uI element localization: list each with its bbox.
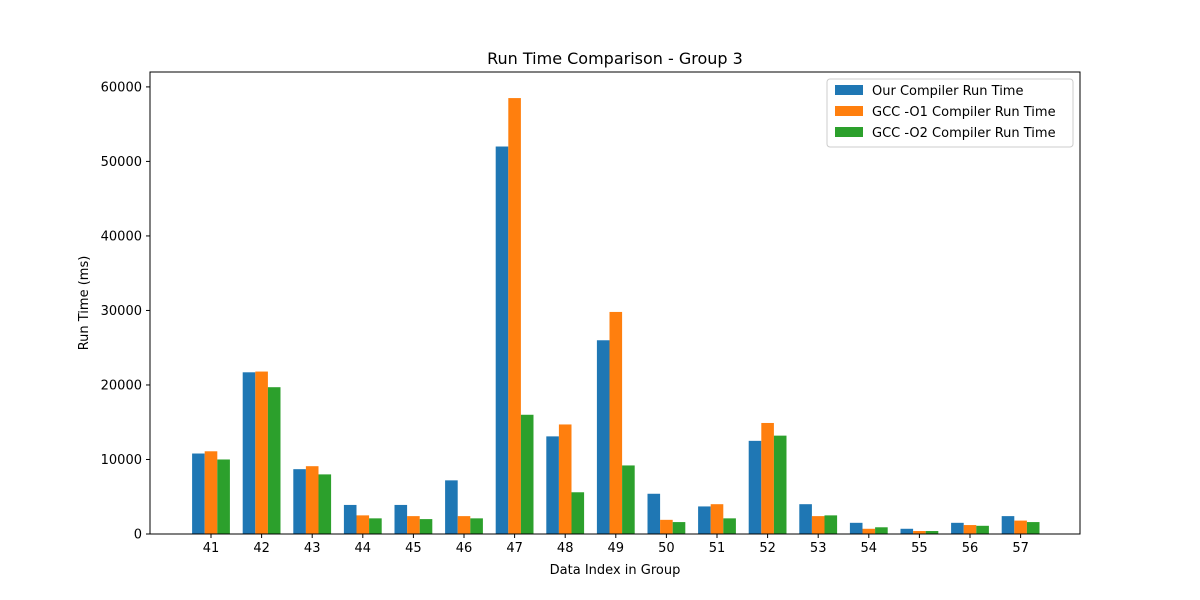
x-tick-label: 41: [203, 541, 220, 556]
bar: [951, 522, 964, 534]
bar: [925, 531, 939, 534]
bar: [407, 516, 420, 534]
bar: [242, 372, 256, 534]
y-tick-label: 50000: [101, 155, 142, 170]
y-tick-label: 40000: [101, 229, 142, 244]
bar: [369, 518, 382, 534]
bar: [913, 531, 926, 534]
ticks-layer: 41 42 43 44 45 46 47 48 49 50 51 52 53 54 55 56 57 0 10000…: [101, 80, 1029, 556]
bar: [508, 98, 521, 534]
legend-label: Our Compiler Run Time: [872, 84, 1023, 99]
bar: [824, 515, 838, 534]
bar: [799, 504, 812, 534]
bar: [761, 422, 774, 534]
bar: [546, 436, 559, 534]
bar: [622, 465, 635, 534]
x-tick-label: 54: [861, 541, 878, 556]
x-tick-label: 45: [405, 541, 422, 556]
x-tick-label: 56: [962, 541, 979, 556]
bar: [596, 340, 610, 534]
bar: [192, 453, 205, 534]
bar: [457, 516, 471, 534]
legend-swatch: [835, 127, 863, 137]
bar: [356, 515, 370, 534]
bar: [558, 424, 572, 534]
bar: [660, 519, 673, 534]
bar: [647, 493, 661, 534]
bar: [343, 504, 357, 534]
bar: [710, 504, 724, 534]
x-axis-label: Data Index in Group: [550, 563, 681, 578]
legend-swatch: [835, 106, 863, 116]
bar: [723, 518, 736, 534]
bar: [204, 451, 218, 534]
bar: [255, 371, 268, 534]
x-tick-label: 52: [759, 541, 776, 556]
x-tick-label: 49: [608, 541, 625, 556]
y-tick-label: 30000: [101, 304, 142, 319]
bar: [520, 414, 534, 534]
y-tick-label: 10000: [101, 453, 142, 468]
bar: [293, 469, 306, 534]
bar: [305, 466, 319, 534]
x-tick-label: 55: [911, 541, 928, 556]
x-tick-label: 48: [557, 541, 574, 556]
y-tick-label: 60000: [101, 80, 142, 95]
y-tick-label: 20000: [101, 378, 142, 393]
x-tick-label: 43: [304, 541, 321, 556]
bar: [976, 525, 989, 534]
y-tick-label: 0: [134, 528, 142, 543]
x-tick-label: 44: [355, 541, 372, 556]
legend: Our Compiler Run Time GCC -O1 Compiler Ru…: [826, 78, 1074, 148]
x-tick-label: 57: [1012, 541, 1029, 556]
y-axis-label: Run Time (ms): [77, 256, 92, 351]
legend-label: GCC -O1 Compiler Run Time: [872, 105, 1056, 120]
bars-layer: [192, 98, 1040, 534]
legend-swatch: [835, 85, 863, 95]
legend-label: GCC -O2 Compiler Run Time: [872, 126, 1056, 141]
x-tick-label: 51: [709, 541, 726, 556]
bar: [748, 440, 762, 534]
bar: [862, 528, 876, 534]
bar: [318, 474, 332, 534]
bar: [394, 504, 408, 534]
bar: [672, 522, 686, 534]
bar: [217, 459, 230, 534]
chart-title: Run Time Comparison - Group 3: [487, 49, 743, 68]
bar: [773, 435, 787, 534]
bar: [811, 516, 825, 534]
bar: [1001, 516, 1015, 534]
x-tick-label: 47: [506, 541, 523, 556]
bar: [875, 527, 888, 534]
legend-frame: [826, 78, 1074, 148]
bar: [609, 311, 623, 534]
bar: [698, 506, 711, 534]
bar: [419, 519, 433, 534]
bar: [445, 480, 458, 534]
bar: [1026, 522, 1040, 534]
bar: [900, 528, 914, 534]
bar: [267, 387, 281, 534]
bar: [849, 522, 863, 534]
x-tick-label: 50: [658, 541, 675, 556]
bar: [963, 525, 977, 534]
bar: [470, 518, 483, 534]
bar: [1014, 520, 1027, 534]
x-tick-label: 42: [253, 541, 270, 556]
plot-frame: [149, 71, 1081, 535]
bar: [495, 146, 509, 534]
bar: [571, 492, 585, 534]
x-tick-label: 46: [456, 541, 473, 556]
x-tick-label: 53: [810, 541, 827, 556]
